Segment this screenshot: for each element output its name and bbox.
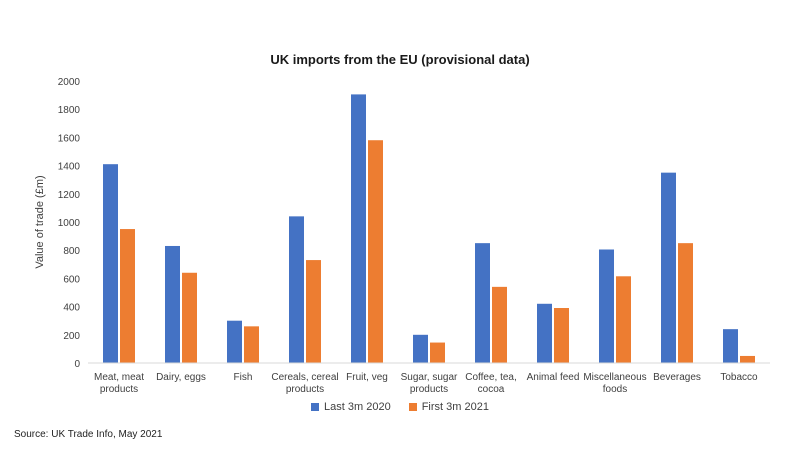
x-axis-labels: Meat, meat products Dairy, eggs Fish Cereals… bbox=[94, 372, 758, 395]
legend-label-series-2: First 3m 2021 bbox=[421, 401, 489, 413]
x-tick-label: Coffee, tea, cocoa bbox=[465, 372, 517, 395]
x-tick-label: Meat, meat products bbox=[94, 372, 144, 395]
legend-item-series-1: Last 3m 2020 bbox=[311, 401, 391, 413]
bar-series-2 bbox=[244, 326, 259, 363]
x-tick-label: Miscellaneous foods bbox=[583, 372, 646, 395]
legend: Last 3m 2020 First 3m 2021 bbox=[0, 401, 800, 413]
bar-series-2 bbox=[120, 229, 135, 363]
bar-series-1 bbox=[289, 216, 304, 363]
x-tick-label: Sugar, sugar products bbox=[401, 372, 458, 395]
legend-item-series-2: First 3m 2021 bbox=[408, 401, 489, 413]
source-note: Source: UK Trade Info, May 2021 bbox=[14, 429, 163, 440]
bar-series-2 bbox=[306, 260, 321, 363]
x-tick-label: Dairy, eggs bbox=[156, 372, 206, 383]
y-tick-label: 1400 bbox=[58, 162, 81, 173]
bar-series-1 bbox=[475, 243, 490, 363]
legend-swatch-series-2 bbox=[408, 403, 417, 411]
y-tick-label: 400 bbox=[63, 303, 80, 314]
y-tick-label: 1600 bbox=[58, 133, 81, 144]
bar-series-1 bbox=[103, 164, 118, 363]
chart-title: UK imports from the EU (provisional data… bbox=[270, 52, 530, 67]
bar-series-1 bbox=[351, 94, 366, 364]
bar-series-1 bbox=[723, 329, 738, 363]
y-tick-label: 1000 bbox=[58, 218, 81, 229]
bar-series-2 bbox=[554, 308, 569, 363]
legend-label-series-1: Last 3m 2020 bbox=[324, 401, 391, 413]
y-tick-label: 1200 bbox=[58, 190, 81, 201]
bars bbox=[103, 94, 755, 364]
bar-series-1 bbox=[227, 320, 242, 363]
bar-series-1 bbox=[537, 303, 552, 363]
bar-series-2 bbox=[616, 276, 631, 363]
x-tick-label: Fruit, veg bbox=[346, 372, 388, 383]
y-tick-label: 1800 bbox=[58, 105, 81, 116]
y-axis-ticks: 0 200 400 600 800 1000 1200 1400 1600 1800 2000 bbox=[58, 77, 81, 370]
bar-series-2 bbox=[182, 272, 197, 363]
bar-series-2 bbox=[678, 243, 693, 363]
bar-series-1 bbox=[413, 334, 428, 363]
x-tick-label: Cereals, cereal products bbox=[271, 372, 338, 395]
x-tick-label: Animal feed bbox=[527, 372, 580, 383]
bar-series-1 bbox=[661, 172, 676, 363]
x-tick-label: Fish bbox=[234, 372, 253, 383]
y-tick-label: 800 bbox=[63, 246, 80, 257]
x-tick-label: Beverages bbox=[653, 372, 701, 383]
bar-series-2 bbox=[740, 355, 755, 363]
bar-series-1 bbox=[165, 245, 180, 363]
y-axis-title: Value of trade (£m) bbox=[34, 175, 46, 268]
y-tick-label: 0 bbox=[74, 359, 80, 370]
bar-series-2 bbox=[492, 286, 507, 363]
y-tick-label: 200 bbox=[63, 331, 80, 342]
legend-swatch-series-1 bbox=[311, 403, 320, 411]
y-tick-label: 2000 bbox=[58, 77, 81, 88]
x-tick-label: Tobacco bbox=[720, 372, 758, 383]
y-tick-label: 600 bbox=[63, 274, 80, 285]
bar-series-2 bbox=[430, 342, 445, 363]
bar-series-1 bbox=[599, 249, 614, 363]
bar-series-2 bbox=[368, 140, 383, 363]
